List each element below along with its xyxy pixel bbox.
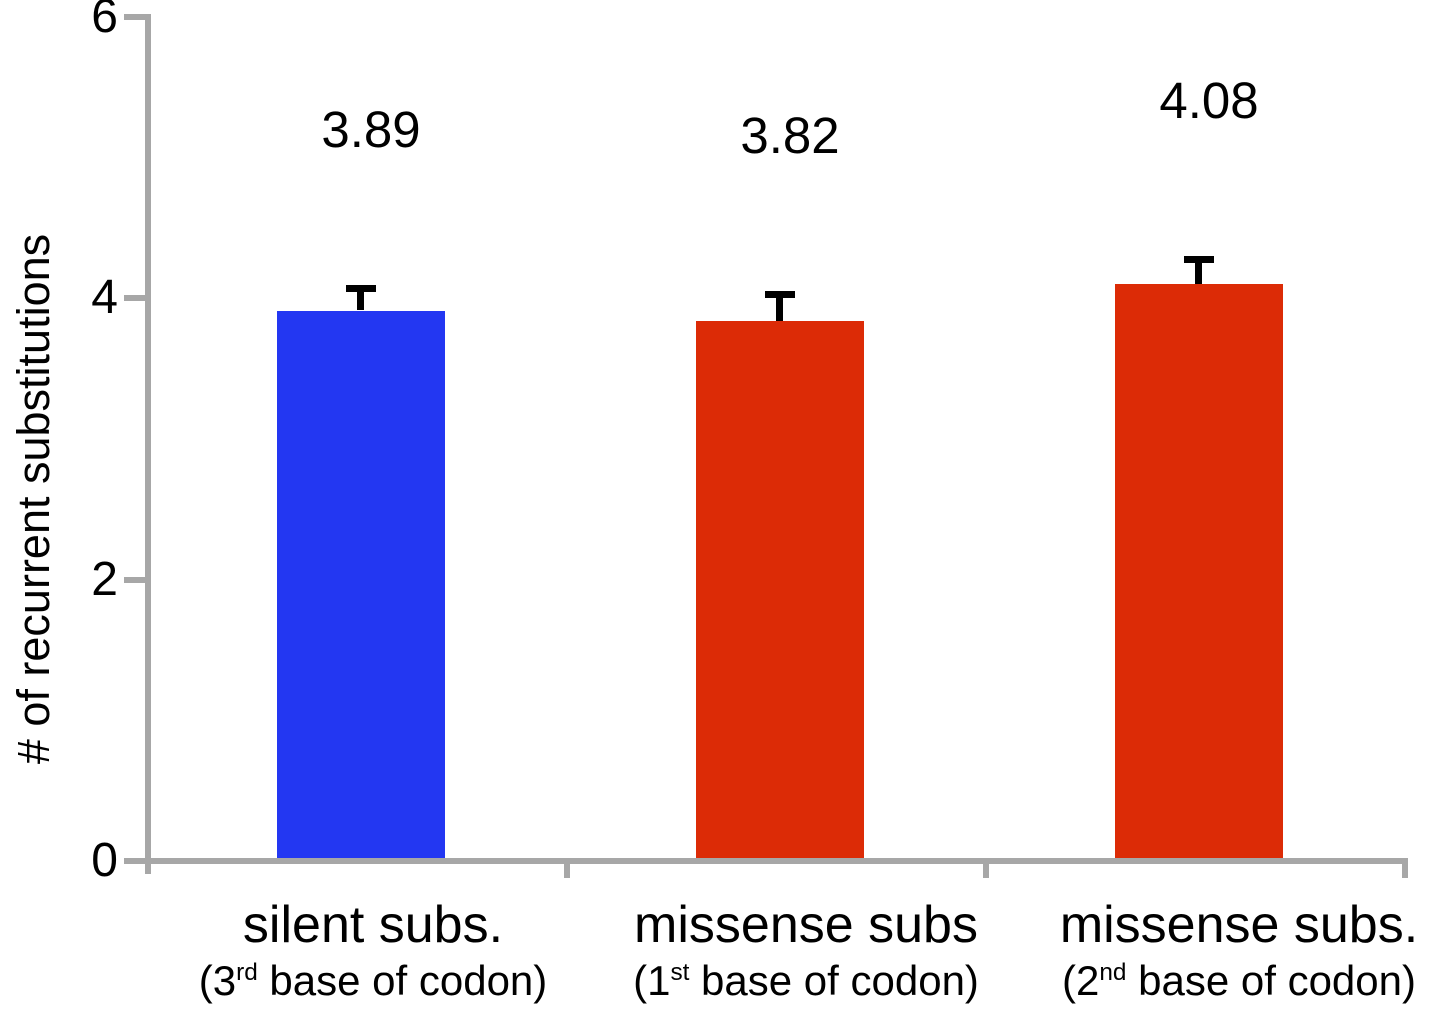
- category-sublabel-ordinal: rd: [236, 959, 258, 986]
- error-bar-cap: [1184, 256, 1214, 263]
- category-sublabel-suffix: base of codon): [257, 957, 548, 1004]
- error-bar-cap: [765, 291, 795, 298]
- y-tick-label: 0: [91, 834, 118, 887]
- error-bar-whisker: [776, 297, 783, 321]
- category-sublabel-suffix: base of codon): [689, 957, 979, 1004]
- error-bar-whisker: [1195, 262, 1202, 284]
- category-label: missense subs.: [1059, 896, 1419, 954]
- category-sublabel-prefix: (3: [198, 957, 237, 1004]
- y-axis-tick: [124, 295, 148, 301]
- category-sublabel-prefix: (2: [1062, 957, 1100, 1004]
- category-sublabel-suffix: base of codon): [1126, 957, 1416, 1004]
- y-axis-tick: [124, 577, 148, 583]
- x-axis-line: [127, 858, 1408, 864]
- category-sublabel-prefix: (1: [633, 957, 671, 1004]
- bar: [1115, 284, 1283, 864]
- y-tick-label: 6: [91, 0, 118, 43]
- bar: [696, 321, 864, 864]
- x-axis-tick: [983, 858, 989, 878]
- value-label: 3.89: [321, 101, 421, 158]
- category-sublabel-ordinal: nd: [1099, 959, 1127, 986]
- y-axis-tick: [124, 14, 148, 20]
- category-sublabel: (2nd base of codon): [999, 956, 1440, 1006]
- y-tick-label: 2: [91, 553, 118, 606]
- value-label: 3.82: [740, 107, 840, 164]
- category-sublabel: (1st base of codon): [566, 956, 1046, 1006]
- category-label: missense subs: [634, 896, 978, 954]
- y-axis-line: [145, 14, 151, 874]
- error-bar-whisker: [357, 291, 364, 310]
- category-label: silent subs.: [242, 896, 504, 954]
- y-tick-label: 4: [91, 271, 118, 324]
- x-axis-tick: [564, 858, 570, 878]
- value-label: 4.08: [1159, 72, 1259, 129]
- error-bar-cap: [346, 285, 376, 292]
- bar: [277, 311, 445, 864]
- category-sublabel: (3rd base of codon): [133, 956, 613, 1006]
- x-axis-tick: [1402, 858, 1408, 878]
- category-sublabel-ordinal: st: [670, 959, 690, 986]
